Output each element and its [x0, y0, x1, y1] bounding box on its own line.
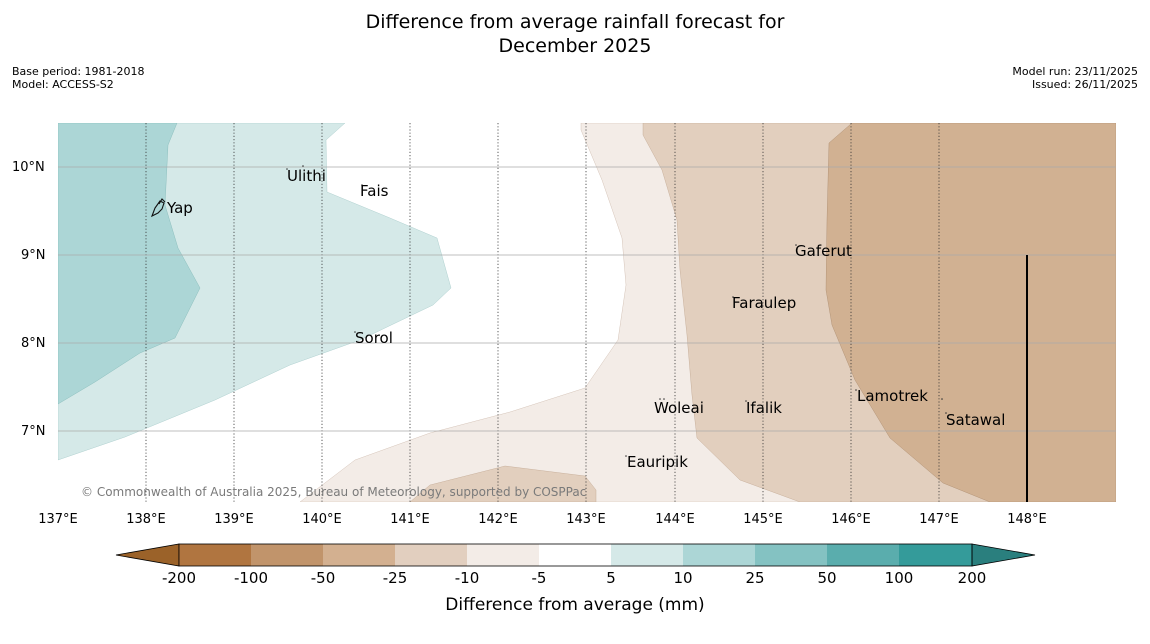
- colorbar-extend-high: [971, 543, 1036, 567]
- lon-label: 143°E: [566, 512, 606, 527]
- lon-label: 140°E: [302, 512, 342, 527]
- meridian-gridlines: [145, 123, 940, 502]
- lon-label: 141°E: [390, 512, 430, 527]
- lon-label: 137°E: [38, 512, 78, 527]
- colorbar-tick: 10: [673, 569, 692, 587]
- model-run: Model run: 23/11/2025: [1012, 65, 1138, 78]
- place-label-fais: Fais: [360, 182, 389, 200]
- lat-label: 9°N: [21, 248, 46, 263]
- place-labels: Yap Ulithi Fais Gaferut Faraulep Sorol W…: [166, 167, 1005, 471]
- colorbar-tick: 25: [745, 569, 764, 587]
- colorbar-segment: [539, 544, 611, 566]
- lon-label: 144°E: [655, 512, 695, 527]
- model-name: Model: ACCESS-S2: [12, 78, 114, 91]
- base-period: Base period: 1981-2018: [12, 65, 145, 78]
- place-label-ifalik: Ifalik: [746, 399, 782, 417]
- lon-label: 148°E: [1007, 512, 1047, 527]
- colorbar: [115, 543, 1036, 567]
- colorbar-segment: [827, 544, 899, 566]
- title-line-1: Difference from average rainfall forecas…: [365, 11, 785, 33]
- colorbar-tick: 200: [958, 569, 987, 587]
- colorbar-segment: [611, 544, 683, 566]
- place-label-yap: Yap: [166, 199, 193, 217]
- colorbar-tick: -100: [234, 569, 268, 587]
- region-dry-moderate-south: [409, 465, 597, 502]
- colorbar-segment: [395, 544, 467, 566]
- lon-label: 147°E: [919, 512, 959, 527]
- colorbar-tick: -10: [455, 569, 480, 587]
- lon-label: 138°E: [126, 512, 166, 527]
- colorbar-tick: -200: [162, 569, 196, 587]
- colorbar-ticks: -200 -100 -50 -25 -10 -5 5 10 25 50 100 …: [162, 569, 986, 587]
- map-area: Yap Ulithi Fais Gaferut Faraulep Sorol W…: [58, 123, 1116, 502]
- colorbar-segment: [755, 544, 827, 566]
- meta-right: Model run: 23/11/2025 Issued: 26/11/2025: [1012, 65, 1138, 91]
- colorbar-segment: [467, 544, 539, 566]
- place-label-woleai: Woleai: [654, 399, 704, 417]
- colorbar-tick: 100: [885, 569, 914, 587]
- lon-label: 146°E: [831, 512, 871, 527]
- colorbar-label: Difference from average (mm): [445, 595, 704, 615]
- colorbar-tick: -50: [311, 569, 336, 587]
- yap-island-shape: [150, 198, 166, 218]
- colorbar-extend-low: [115, 543, 180, 567]
- place-label-faraulep: Faraulep: [732, 294, 796, 312]
- colorbar-tick: 50: [817, 569, 836, 587]
- region-wet-moderate: [58, 123, 201, 405]
- lon-label: 145°E: [743, 512, 783, 527]
- longitude-axis: 137°E 138°E 139°E 140°E 141°E 142°E 143°…: [38, 512, 1047, 527]
- lon-label: 142°E: [478, 512, 518, 527]
- colorbar-segment: [179, 544, 251, 566]
- lat-label: 7°N: [21, 424, 46, 439]
- colorbar-tick: -5: [532, 569, 547, 587]
- colorbar-tick: 5: [606, 569, 616, 587]
- colorbar-segment: [323, 544, 395, 566]
- colorbar-segment: [899, 544, 972, 566]
- colorbar-tick: -25: [383, 569, 408, 587]
- place-label-sorol: Sorol: [355, 329, 393, 347]
- colorbar-segment: [251, 544, 323, 566]
- place-label-ulithi: Ulithi: [287, 167, 326, 185]
- lat-label: 10°N: [12, 160, 45, 175]
- place-label-satawal: Satawal: [946, 411, 1005, 429]
- parallel-gridlines: [58, 166, 1116, 432]
- issued-date: Issued: 26/11/2025: [1031, 78, 1138, 91]
- map-title: Difference from average rainfall forecas…: [0, 10, 1150, 58]
- colorbar-frame: [178, 543, 973, 567]
- place-label-lamotrek: Lamotrek: [857, 387, 928, 405]
- meta-left: Base period: 1981-2018 Model: ACCESS-S2: [12, 65, 144, 91]
- colorbar-segment: [683, 544, 755, 566]
- copyright-notice: © Commonwealth of Australia 2025, Bureau…: [81, 485, 586, 499]
- latitude-axis: 10°N 9°N 8°N 7°N: [12, 160, 46, 439]
- lon-label: 139°E: [214, 512, 254, 527]
- island-markers: [286, 165, 947, 457]
- region-dry-strong: [825, 123, 1116, 502]
- place-label-gaferut: Gaferut: [795, 242, 852, 260]
- place-label-eauripik: Eauripik: [627, 453, 688, 471]
- lat-label: 8°N: [21, 336, 46, 351]
- title-line-2: December 2025: [498, 35, 652, 57]
